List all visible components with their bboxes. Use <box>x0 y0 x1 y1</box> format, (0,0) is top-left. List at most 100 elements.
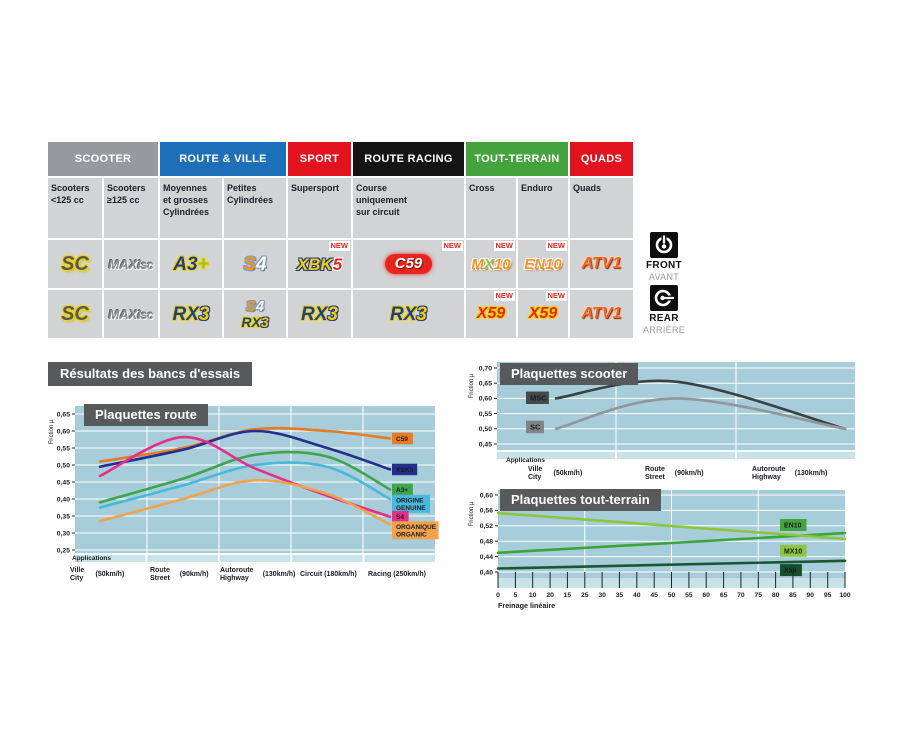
svg-text:Autoroute: Autoroute <box>220 567 254 574</box>
svg-text:ORIGINE: ORIGINE <box>396 497 424 504</box>
svg-text:ORGANIC: ORGANIC <box>396 531 427 538</box>
svg-text:0,52: 0,52 <box>480 523 493 530</box>
column-header: Supersport <box>288 178 351 238</box>
svg-text:80: 80 <box>772 592 780 599</box>
brand-cell-front: MAXISC <box>104 240 158 288</box>
brand-logo-a3: A3+ <box>173 253 209 275</box>
brand-cell-rear: RX3 <box>160 290 222 338</box>
brand-cell-front: NEW XBK5 <box>288 240 351 288</box>
svg-text:45: 45 <box>650 592 658 599</box>
group-header: QUADS <box>570 142 633 176</box>
results-section-title: Résultats des bancs d'essais <box>48 362 253 386</box>
scooter-chart-title: Plaquettes scooter <box>500 363 639 385</box>
front-label: FRONT <box>646 260 682 271</box>
front-sublabel: AVANT <box>648 272 680 282</box>
svg-text:30: 30 <box>598 592 606 599</box>
svg-text:0,65: 0,65 <box>479 381 492 388</box>
svg-text:0,40: 0,40 <box>480 569 493 576</box>
brand-logo-x59: X59 <box>476 305 506 322</box>
brand-logo-rx3: RX3 <box>301 303 338 325</box>
new-badge: NEW <box>493 241 515 251</box>
svg-text:0,55: 0,55 <box>479 411 492 418</box>
svg-text:0,65: 0,65 <box>57 411 70 418</box>
svg-text:40: 40 <box>633 592 641 599</box>
svg-text:0,45: 0,45 <box>57 479 70 486</box>
svg-text:85: 85 <box>789 592 797 599</box>
brand-logo-atv1: ATV1 <box>581 255 622 272</box>
svg-text:ORGANIQUE: ORGANIQUE <box>396 524 437 531</box>
svg-text:(50km/h): (50km/h) <box>554 470 583 477</box>
svg-text:(130km/h): (130km/h) <box>795 470 828 477</box>
svg-text:0: 0 <box>496 592 500 599</box>
column-header: Scooters <125 cc <box>48 178 102 238</box>
brand-logo-mx10: MX10 <box>471 255 511 273</box>
svg-text:Friction µ: Friction µ <box>469 501 475 526</box>
column-header: Moyennes et grosses Cylindrées <box>160 178 222 238</box>
brand-cell-rear: RX3 <box>288 290 351 338</box>
svg-text:Applications: Applications <box>506 457 545 464</box>
brand-cell-front: SC <box>48 240 102 288</box>
svg-text:City: City <box>528 474 541 481</box>
svg-text:5: 5 <box>514 592 518 599</box>
svg-text:0,45: 0,45 <box>479 441 492 448</box>
brand-cell-rear: SC <box>48 290 102 338</box>
new-badge: NEW <box>545 291 567 301</box>
group-header: SCOOTER <box>48 142 158 176</box>
svg-text:(130km/h): (130km/h) <box>263 571 296 578</box>
brand-cell-rear: S4 RX3 <box>224 290 286 338</box>
svg-text:Circuit (180km/h): Circuit (180km/h) <box>300 571 357 578</box>
svg-text:Friction µ: Friction µ <box>49 419 55 444</box>
svg-text:A3+: A3+ <box>396 487 408 494</box>
column-header: Quads <box>570 178 633 238</box>
svg-text:C59: C59 <box>396 436 408 443</box>
svg-text:Applications: Applications <box>72 555 111 562</box>
svg-text:35: 35 <box>616 592 624 599</box>
brand-logo-x59: X59 <box>528 305 558 322</box>
svg-text:15: 15 <box>564 592 572 599</box>
brand-cell-rear: RX3 <box>353 290 464 338</box>
svg-text:95: 95 <box>824 592 832 599</box>
svg-text:(90km/h): (90km/h) <box>675 470 704 477</box>
svg-text:EN10: EN10 <box>784 523 802 530</box>
brand-logo-rx3: RX3 <box>390 303 427 325</box>
brand-cell-rear: NEW X59 <box>466 290 516 338</box>
brand-cell-front: NEW EN10 <box>518 240 568 288</box>
svg-text:20: 20 <box>546 592 554 599</box>
brand-logo-s4: S4 <box>245 298 265 315</box>
column-header: Petites Cylindrées <box>224 178 286 238</box>
column-header: Enduro <box>518 178 568 238</box>
brand-cell-rear: MAXISC <box>104 290 158 338</box>
svg-text:Freinage linéaire: Freinage linéaire <box>498 601 555 610</box>
brand-logo-en10: EN10 <box>524 255 562 273</box>
svg-text:(90km/h): (90km/h) <box>180 571 209 578</box>
svg-text:S4: S4 <box>396 514 404 521</box>
brand-logo-atv1: ATV1 <box>581 305 622 322</box>
svg-text:Highway: Highway <box>220 575 249 582</box>
brand-logo-rx3: RX3 <box>241 314 269 330</box>
brand-application-table: SCOOTER ROUTE & VILLE SPORT ROUTE RACING TOU… <box>48 142 633 338</box>
brand-logo-xbk5: XBK5 <box>296 254 343 274</box>
svg-text:25: 25 <box>581 592 589 599</box>
svg-text:SC: SC <box>530 423 541 432</box>
svg-text:100: 100 <box>839 592 851 599</box>
svg-text:Racing (250km/h): Racing (250km/h) <box>368 571 426 578</box>
new-badge: NEW <box>545 241 567 251</box>
svg-text:MX10: MX10 <box>784 548 802 555</box>
brand-logo-sc: SC <box>61 253 89 275</box>
svg-text:Route: Route <box>645 466 665 473</box>
svg-text:City: City <box>70 575 83 582</box>
svg-text:50: 50 <box>668 592 676 599</box>
new-badge: NEW <box>328 241 350 251</box>
svg-text:0,60: 0,60 <box>479 396 492 403</box>
svg-text:0,60: 0,60 <box>57 428 70 435</box>
brand-logo-maxisc: MAXISC <box>108 306 154 322</box>
svg-text:0,50: 0,50 <box>479 426 492 433</box>
svg-text:0,50: 0,50 <box>57 462 70 469</box>
brand-logo-s4: S4 <box>243 253 267 275</box>
svg-text:65: 65 <box>720 592 728 599</box>
rear-sublabel: ARRIÈRE <box>642 325 686 335</box>
svg-text:90: 90 <box>807 592 815 599</box>
brand-cell-front: ATV1 <box>570 240 633 288</box>
svg-text:0,60: 0,60 <box>480 492 493 499</box>
